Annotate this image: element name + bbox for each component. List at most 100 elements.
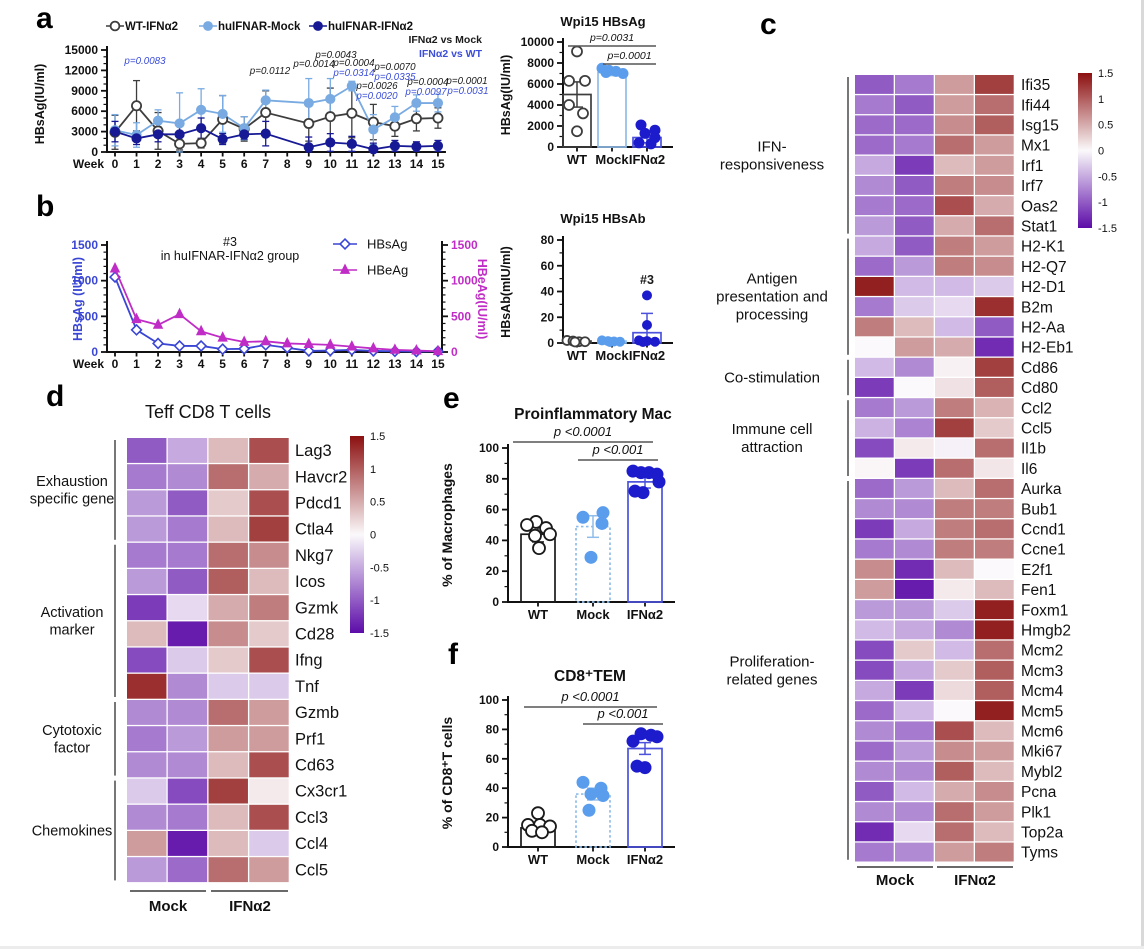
data-point <box>520 518 534 532</box>
gene-label: Mcm2 <box>1021 643 1063 660</box>
heatmap-cell <box>855 721 894 741</box>
y-tick-label: 12000 <box>65 63 99 77</box>
data-point <box>650 730 664 744</box>
heatmap-cell <box>935 458 974 478</box>
gene-label: Ccne1 <box>1021 542 1066 559</box>
y-tick-label: 80 <box>541 233 555 247</box>
heatmap-cell <box>975 761 1014 781</box>
p-value: p=0.0031 <box>446 86 488 97</box>
x-tick-label: 12 <box>367 357 381 371</box>
heatmap-cell <box>167 804 208 830</box>
data-point <box>600 66 612 78</box>
heatmap-cell <box>895 418 934 438</box>
heatmap-cell <box>895 297 934 317</box>
heatmap-cell <box>895 317 934 337</box>
panel-e-proinflammatory-mac-chart: 0 20 40 60 80 100 WT Mock IFNα2 Proinflammatory M… <box>430 388 732 636</box>
heatmap-cell <box>249 542 289 568</box>
heatmap-cell <box>975 176 1014 195</box>
heatmap-cell <box>975 357 1014 377</box>
heatmap-cell <box>855 600 894 620</box>
heatmap-cell <box>935 155 974 175</box>
heatmap-cell <box>935 640 974 660</box>
bar-group-WT <box>561 335 592 348</box>
x-tick-label: 6 <box>241 357 248 371</box>
heatmap-cell <box>895 822 934 842</box>
colorbar <box>350 436 364 633</box>
legend-item: huIFNAR-Mock <box>199 21 301 33</box>
series-HBeAg <box>109 262 444 356</box>
group-label: processing <box>736 307 809 324</box>
heatmap-cell <box>895 681 934 700</box>
gene-label: Pcna <box>1021 784 1057 801</box>
heatmap-cell <box>127 621 167 647</box>
data-point <box>639 127 651 139</box>
gene-label: Cd63 <box>295 757 334 775</box>
panel-d-teff-cd8-heatmap: Teff CD8 T cells Lag3 Havcr2 Pdcd1 Ctla4 Nkg7… <box>30 385 434 935</box>
x-tick-label: 4 <box>198 157 205 171</box>
p-value: p=0.0001 <box>606 50 651 62</box>
heatmap-cell <box>208 595 248 621</box>
heatmap-cell <box>855 317 894 337</box>
heatmap-cell <box>895 559 934 579</box>
colorbar-tick-label: 0 <box>370 530 376 542</box>
data-point <box>303 337 314 349</box>
left-y-axis-title: HBsAg (IU/ml) <box>71 257 85 341</box>
heatmap-cell <box>208 752 248 778</box>
y-tick-label: 6000 <box>527 77 554 91</box>
data-point <box>652 475 666 489</box>
data-point <box>535 825 549 840</box>
data-point <box>577 107 589 120</box>
y-tick-label: 20 <box>541 310 555 324</box>
data-point <box>411 97 422 109</box>
heatmap-cell <box>855 620 894 640</box>
heatmap-cell <box>895 458 934 478</box>
y-tick-label: 20 <box>486 564 500 578</box>
heatmap-cell <box>855 559 894 579</box>
column-group-label: IFNα2 <box>229 898 271 915</box>
heatmap-cell <box>975 640 1014 660</box>
data-point <box>563 99 575 111</box>
gene-label: Tnf <box>295 678 319 696</box>
p-value: p=0.0083 <box>123 56 166 67</box>
heatmap-cell <box>895 640 934 660</box>
y-tick-label: 2000 <box>527 119 554 133</box>
category-label: WT <box>528 852 548 867</box>
heatmap-cell <box>975 580 1014 599</box>
heatmap-cell <box>249 464 289 490</box>
gene-label: Hmgb2 <box>1021 623 1071 640</box>
heatmap-cell <box>249 831 289 856</box>
heatmap-cell <box>935 115 974 135</box>
heatmap-cell <box>167 516 208 542</box>
data-point <box>174 129 185 140</box>
gene-label: Mcm4 <box>1021 683 1064 700</box>
heatmap-cell <box>249 569 289 594</box>
d_heat-svg: Teff CD8 T cells Lag3 Havcr2 Pdcd1 Ctla4 Nkg7… <box>30 402 389 915</box>
heatmap-cell <box>208 516 248 542</box>
colorbar-tick-label: 1.5 <box>370 431 385 443</box>
heatmap-cell <box>895 842 934 862</box>
heatmap-cell <box>935 580 974 599</box>
heatmap-cell <box>167 464 208 490</box>
heatmap-cell <box>935 337 974 357</box>
x-axis-title: Week <box>73 357 104 371</box>
gene-label: Ccl2 <box>1021 400 1052 417</box>
x-tick-label: 14 <box>410 157 424 171</box>
data-point <box>152 129 164 140</box>
heatmap-cell <box>855 256 894 276</box>
right-y-tick-label: 500 <box>451 309 471 323</box>
heatmap-cell <box>208 804 248 830</box>
gene-label: Ifi44 <box>1021 97 1051 114</box>
heatmap-cell <box>127 542 167 568</box>
heatmap-cell <box>935 418 974 438</box>
x-tick-label: 1 <box>133 157 140 171</box>
y-tick-label: 8000 <box>527 56 554 70</box>
bar-group-WT <box>520 515 557 603</box>
data-point <box>325 137 336 148</box>
category-label: Mock <box>576 852 610 867</box>
heatmap-cell <box>895 479 934 498</box>
panel-label-b: b <box>36 190 55 223</box>
colorbar-tick-label: -1 <box>370 595 380 607</box>
heatmap-cell <box>208 831 248 856</box>
heatmap-cell <box>935 398 974 418</box>
heatmap-cell <box>935 822 974 842</box>
